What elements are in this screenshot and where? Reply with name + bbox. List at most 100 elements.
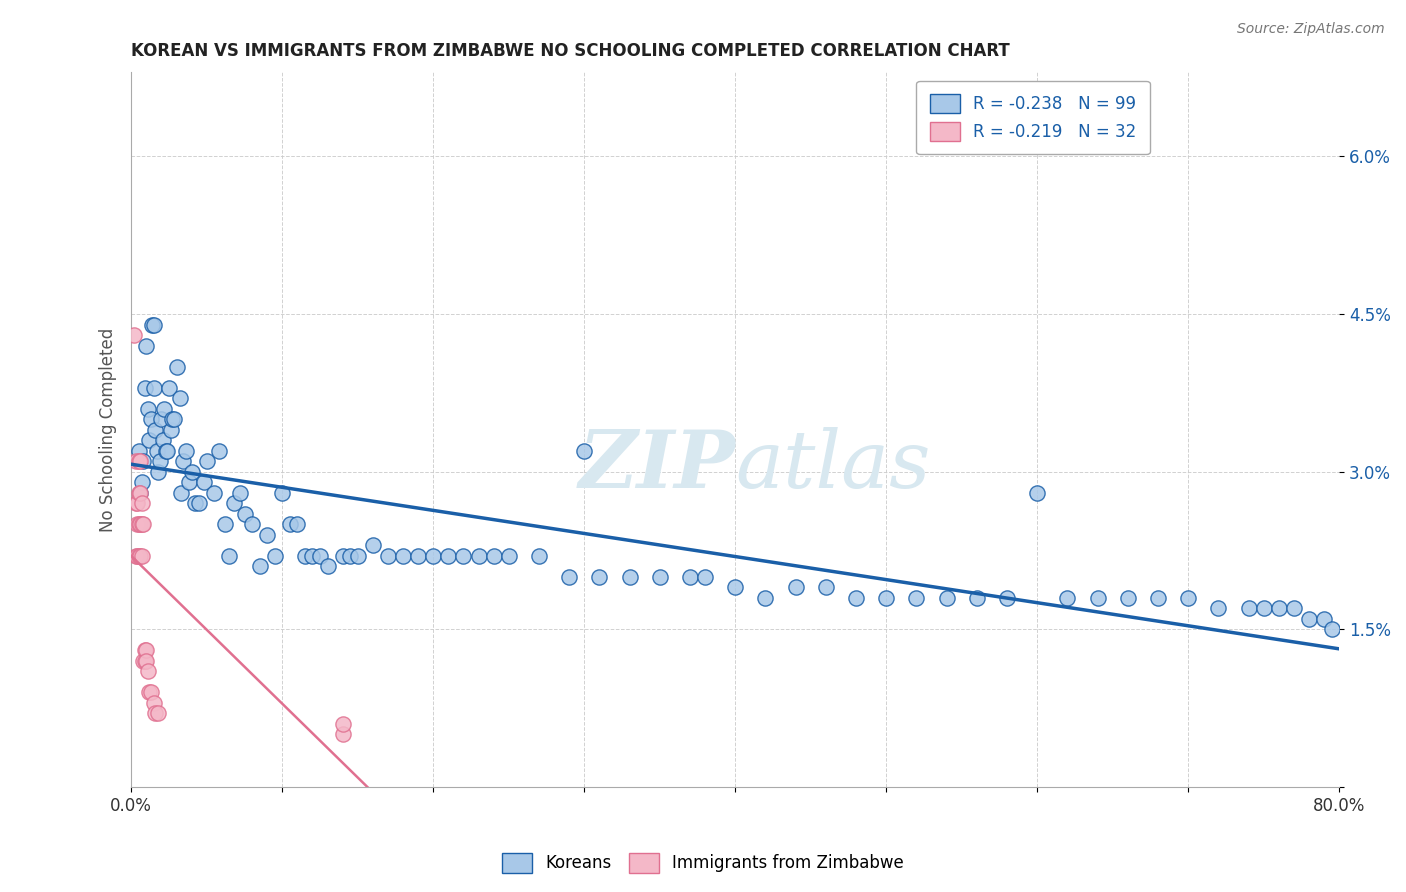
Point (754, 591, 776, 605)
Point (905, 591, 928, 605)
Text: KOREAN VS IMMIGRANTS FROM ZIMBABWE NO SCHOOLING COMPLETED CORRELATION CHART: KOREAN VS IMMIGRANTS FROM ZIMBABWE NO SC… (131, 42, 1010, 60)
Point (134, 381, 156, 395)
Point (129, 517, 152, 532)
Point (229, 485, 252, 500)
Point (127, 496, 149, 510)
Point (132, 454, 155, 468)
Point (309, 549, 332, 563)
Point (222, 496, 245, 510)
Point (588, 570, 610, 584)
Point (139, 685, 162, 699)
Point (139, 412, 162, 426)
Point (679, 570, 702, 584)
Point (935, 591, 957, 605)
Point (125, 496, 148, 510)
Point (214, 517, 236, 532)
Point (202, 485, 225, 500)
Point (136, 401, 159, 416)
Point (132, 654, 155, 668)
Point (875, 591, 897, 605)
Point (498, 549, 520, 563)
Point (138, 685, 160, 699)
Point (1116, 591, 1139, 605)
Point (136, 665, 159, 679)
Point (160, 412, 183, 426)
Point (141, 318, 163, 332)
Point (966, 591, 988, 605)
Point (482, 549, 505, 563)
Point (172, 454, 194, 468)
Text: Source: ZipAtlas.com: Source: ZipAtlas.com (1237, 22, 1385, 37)
Point (240, 517, 263, 532)
Point (346, 549, 368, 563)
Point (1208, 601, 1230, 615)
Point (527, 549, 550, 563)
Point (129, 485, 152, 500)
Y-axis label: No Schooling Completed: No Schooling Completed (100, 327, 117, 532)
Point (169, 391, 191, 405)
Point (142, 318, 165, 332)
Point (128, 517, 150, 532)
Legend: R = -0.238   N = 99, R = -0.219   N = 32: R = -0.238 N = 99, R = -0.219 N = 32 (917, 81, 1150, 154)
Point (453, 549, 475, 563)
Point (122, 328, 145, 343)
Point (1147, 591, 1170, 605)
Point (128, 443, 150, 458)
Point (1026, 485, 1049, 500)
Point (332, 549, 354, 563)
Point (150, 412, 173, 426)
Point (134, 654, 156, 668)
Point (361, 538, 384, 552)
Point (129, 485, 152, 500)
Point (392, 549, 415, 563)
Point (127, 517, 149, 532)
Point (724, 580, 747, 594)
Point (183, 496, 205, 510)
Point (180, 465, 202, 479)
Point (693, 570, 716, 584)
Point (177, 475, 200, 490)
Point (1253, 601, 1275, 615)
Point (162, 412, 184, 426)
Point (1087, 591, 1109, 605)
Point (174, 443, 197, 458)
Point (208, 443, 231, 458)
Point (218, 549, 240, 563)
Point (129, 454, 152, 468)
Point (1313, 612, 1336, 626)
Point (377, 549, 399, 563)
Point (301, 549, 323, 563)
Point (131, 475, 153, 490)
Point (278, 517, 301, 532)
Point (406, 549, 429, 563)
Point (149, 454, 172, 468)
Point (249, 559, 271, 574)
Point (648, 570, 671, 584)
Point (422, 549, 444, 563)
Point (814, 580, 837, 594)
Point (193, 475, 215, 490)
Point (148, 465, 170, 479)
Point (135, 338, 157, 352)
Point (1056, 591, 1078, 605)
Point (1320, 622, 1343, 636)
Point (155, 443, 177, 458)
Point (845, 591, 868, 605)
Point (134, 643, 156, 657)
Point (145, 706, 167, 721)
Point (159, 423, 181, 437)
Point (170, 485, 193, 500)
Point (437, 549, 460, 563)
Point (125, 549, 148, 563)
Point (785, 580, 807, 594)
Point (128, 549, 150, 563)
Text: ZIP: ZIP (578, 426, 735, 504)
Point (153, 401, 176, 416)
Point (316, 559, 339, 574)
Point (135, 654, 157, 668)
Point (166, 359, 188, 374)
Text: atlas: atlas (735, 426, 931, 504)
Point (131, 496, 153, 510)
Point (467, 549, 489, 563)
Point (148, 706, 170, 721)
